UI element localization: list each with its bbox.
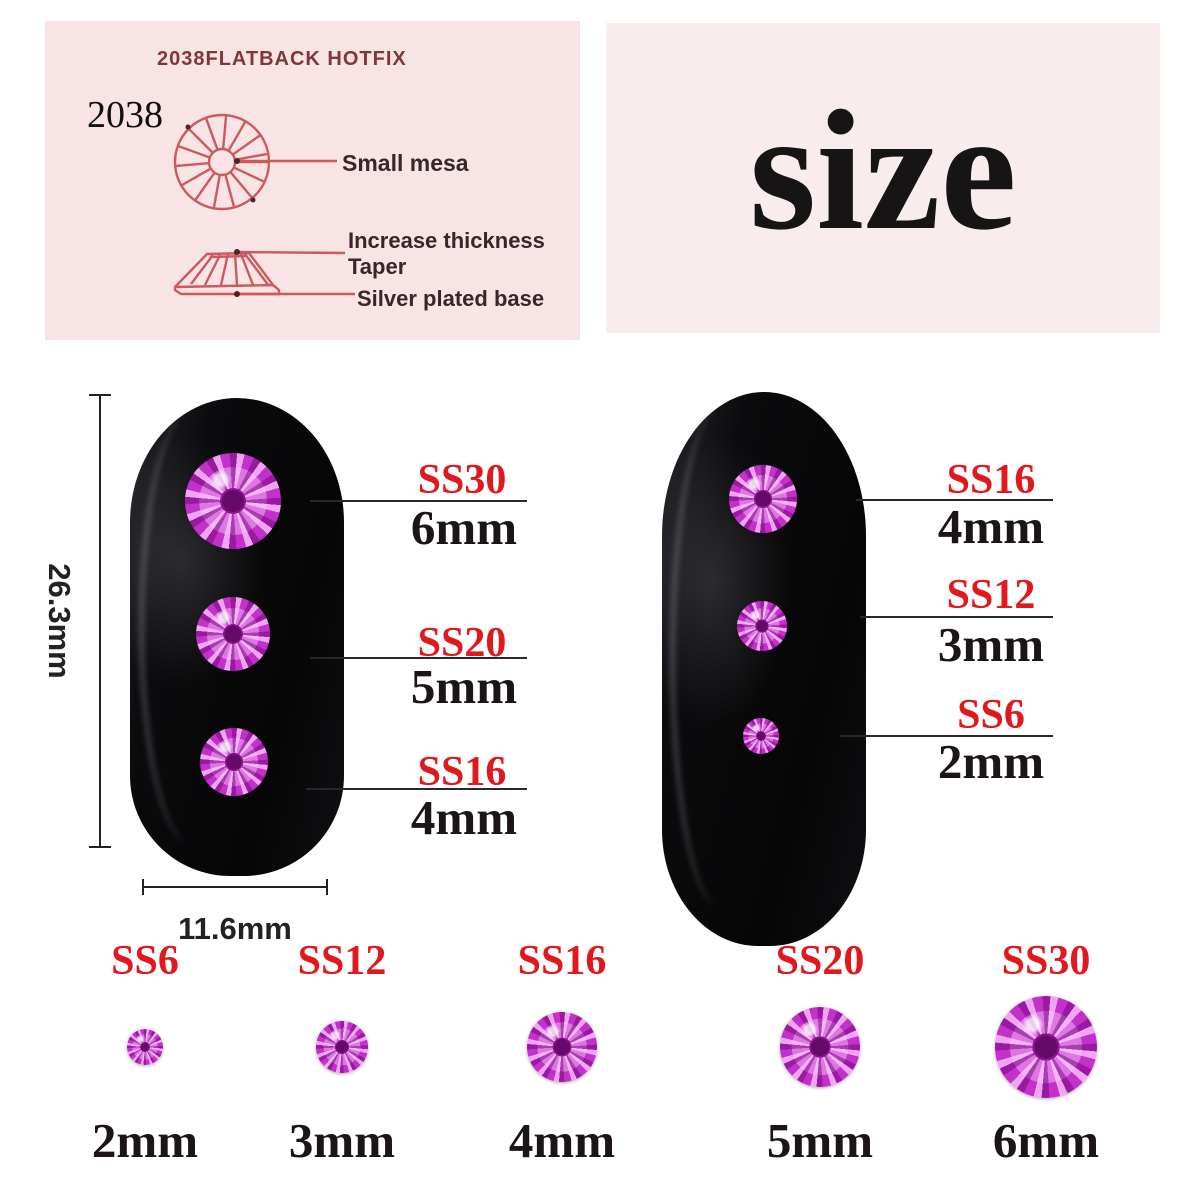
leader-line-ss16-left bbox=[306, 788, 527, 790]
size-row-item-ss6: SS6 2mm bbox=[55, 940, 235, 1188]
gem-ss6 bbox=[127, 1029, 163, 1065]
height-dimension-cap-bottom bbox=[89, 846, 111, 848]
callout-silver-base: Silver plated base bbox=[357, 286, 545, 311]
callout-size: 2mm bbox=[937, 734, 1045, 789]
size-row-size: 4mm bbox=[508, 1113, 616, 1168]
callout-size: 4mm bbox=[937, 499, 1045, 554]
size-row-size: 2mm bbox=[91, 1113, 199, 1168]
gem-ss16 bbox=[527, 1012, 597, 1082]
callout-size: 6mm bbox=[410, 500, 518, 555]
gem-ss20 bbox=[780, 1007, 860, 1087]
spec-panel-title: 2038FLATBACK HOTFIX bbox=[157, 48, 407, 70]
size-row-size: 3mm bbox=[288, 1113, 396, 1168]
size-row-code: SS16 bbox=[517, 938, 607, 984]
width-dimension-cap-left bbox=[142, 879, 144, 895]
leader-line-ss30 bbox=[310, 500, 527, 502]
size-row-item-ss20: SS20 5mm bbox=[730, 940, 910, 1188]
size-row-code: SS30 bbox=[1001, 938, 1091, 984]
callout-code: SS6 bbox=[957, 692, 1025, 738]
gem-ss12 bbox=[316, 1021, 368, 1073]
callout-code: SS12 bbox=[946, 572, 1036, 618]
leader-line-ss12 bbox=[860, 616, 1053, 618]
size-row-item-ss12: SS12 3mm bbox=[252, 940, 432, 1188]
leader-line-ss6 bbox=[840, 735, 1053, 737]
gem-ss30-on-nail bbox=[185, 453, 281, 549]
callout-code: SS16 bbox=[417, 749, 507, 795]
callout-taper: Taper bbox=[348, 254, 407, 279]
height-dimension-line bbox=[99, 395, 101, 848]
gem-ss6-on-nail bbox=[743, 718, 779, 754]
gem-ss30 bbox=[995, 996, 1097, 1098]
callout-code: SS30 bbox=[417, 457, 507, 503]
size-row-code: SS12 bbox=[297, 938, 387, 984]
size-panel: size bbox=[606, 23, 1160, 333]
nail-height-label: 26.3mm bbox=[42, 563, 77, 679]
size-row-item-ss30: SS30 6mm bbox=[956, 940, 1136, 1188]
gem-ss20-on-nail bbox=[196, 597, 270, 671]
callout-size: 5mm bbox=[410, 659, 518, 714]
size-row-code: SS20 bbox=[775, 938, 865, 984]
leader-line-ss16-right bbox=[856, 499, 1053, 501]
gem-ss12-on-nail bbox=[737, 601, 787, 651]
callout-increase-thickness: Increase thickness bbox=[348, 228, 545, 253]
model-number: 2038 bbox=[87, 94, 163, 136]
size-row-size: 5mm bbox=[766, 1113, 874, 1168]
callout-code: SS16 bbox=[946, 457, 1036, 503]
gem-ss16-on-nail-right bbox=[729, 465, 797, 533]
callout-size: 3mm bbox=[937, 617, 1045, 672]
nail-width-label: 11.6mm bbox=[178, 911, 292, 946]
spec-panel: 2038FLATBACK HOTFIX 2038 Small mesa Incr… bbox=[45, 21, 580, 340]
leader-line-ss20 bbox=[310, 657, 527, 659]
size-heading: size bbox=[749, 76, 1017, 266]
width-dimension-cap-right bbox=[326, 879, 328, 895]
callout-size: 4mm bbox=[410, 790, 518, 845]
height-dimension-cap-top bbox=[89, 394, 111, 396]
size-row-code: SS6 bbox=[111, 938, 179, 984]
callout-code: SS20 bbox=[417, 620, 507, 666]
size-row-size: 6mm bbox=[992, 1113, 1100, 1168]
gem-ss16-on-nail bbox=[200, 728, 268, 796]
width-dimension-line bbox=[143, 886, 327, 888]
rhinestone-diagram-graphic bbox=[173, 113, 355, 297]
size-row-item-ss16: SS16 4mm bbox=[472, 940, 652, 1188]
callout-small-mesa: Small mesa bbox=[342, 150, 469, 176]
